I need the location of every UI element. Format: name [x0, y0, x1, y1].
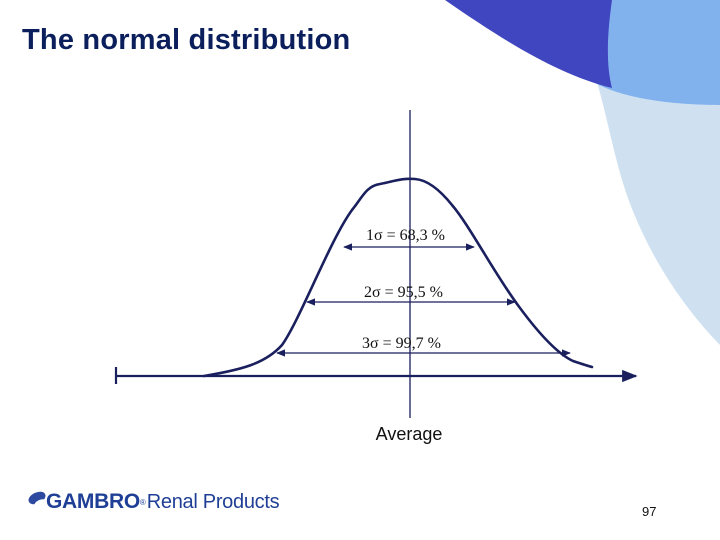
page-number: 97: [642, 504, 657, 519]
corner-decoration: [445, 0, 720, 345]
x-axis: [114, 367, 638, 384]
logo-brand: GAMBRO: [46, 490, 140, 513]
sigma-intervals: 1σ = 68,3 % 2σ = 95,5 % 3σ = 99,7 %: [276, 227, 571, 357]
gambro-logo: GAMBRO ® Renal Products: [26, 490, 280, 514]
logo-registered: ®: [139, 497, 146, 507]
logo-subtitle: Renal Products: [146, 490, 280, 513]
decor-arc-dark: [445, 0, 612, 88]
interval-2-sigma-label: 2σ = 95,5 %: [364, 284, 443, 301]
average-label: Average: [376, 424, 443, 444]
page-title: The normal distribution: [22, 24, 351, 56]
gambro-logo-mark: [28, 491, 46, 507]
bell-curve: [202, 177, 594, 378]
interval-1-sigma-label: 1σ = 68,3 %: [366, 227, 445, 244]
interval-3-sigma-label: 3σ = 99,7 %: [362, 335, 441, 352]
